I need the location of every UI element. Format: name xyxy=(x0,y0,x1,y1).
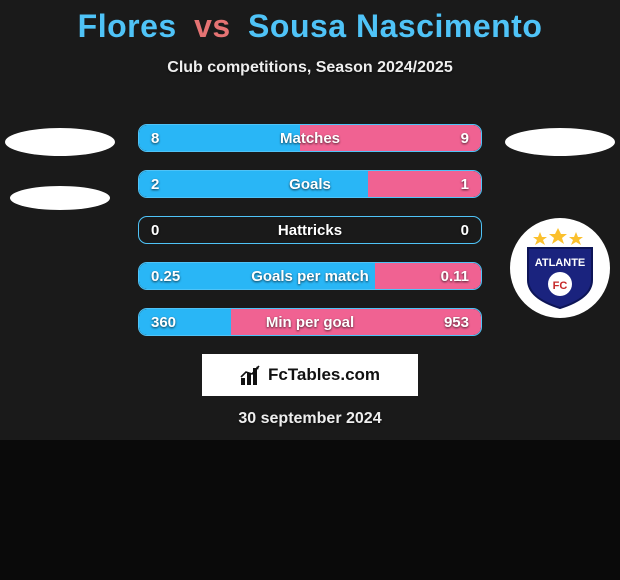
atlante-shield-icon: ATLANTE FC xyxy=(518,226,602,310)
badge-text: ATLANTE xyxy=(535,257,586,269)
stat-row: 89Matches xyxy=(138,124,482,152)
stat-row: 21Goals xyxy=(138,170,482,198)
badge-subtext: FC xyxy=(553,280,568,292)
left-badges xyxy=(0,118,120,210)
player2-name: Sousa Nascimento xyxy=(248,8,542,44)
page-title: Flores vs Sousa Nascimento xyxy=(0,0,620,45)
brand-box[interactable]: FcTables.com xyxy=(202,354,418,396)
brand-label: FcTables.com xyxy=(268,365,380,385)
stat-label: Matches xyxy=(139,125,481,151)
vs-text: vs xyxy=(194,8,231,44)
stat-label: Goals xyxy=(139,171,481,197)
right-badges: ATLANTE FC xyxy=(500,118,620,318)
bar-chart-icon xyxy=(240,364,262,386)
stat-row: 0.250.11Goals per match xyxy=(138,262,482,290)
stat-rows-container: 89Matches 21Goals 00Hattricks 0.250.11Goals… xyxy=(138,124,482,354)
ellipse-placeholder-3 xyxy=(505,128,615,156)
stat-row: 360953Min per goal xyxy=(138,308,482,336)
ellipse-placeholder-2 xyxy=(10,186,110,210)
player1-name: Flores xyxy=(78,8,177,44)
subtitle: Club competitions, Season 2024/2025 xyxy=(0,59,620,77)
comparison-panel: Flores vs Sousa Nascimento Club competit… xyxy=(0,0,620,440)
date-label: 30 september 2024 xyxy=(0,410,620,428)
stat-label: Min per goal xyxy=(139,309,481,335)
ellipse-placeholder-1 xyxy=(5,128,115,156)
stat-label: Goals per match xyxy=(139,263,481,289)
club-badge-atlante: ATLANTE FC xyxy=(510,218,610,318)
stat-row: 00Hattricks xyxy=(138,216,482,244)
stat-label: Hattricks xyxy=(139,217,481,243)
